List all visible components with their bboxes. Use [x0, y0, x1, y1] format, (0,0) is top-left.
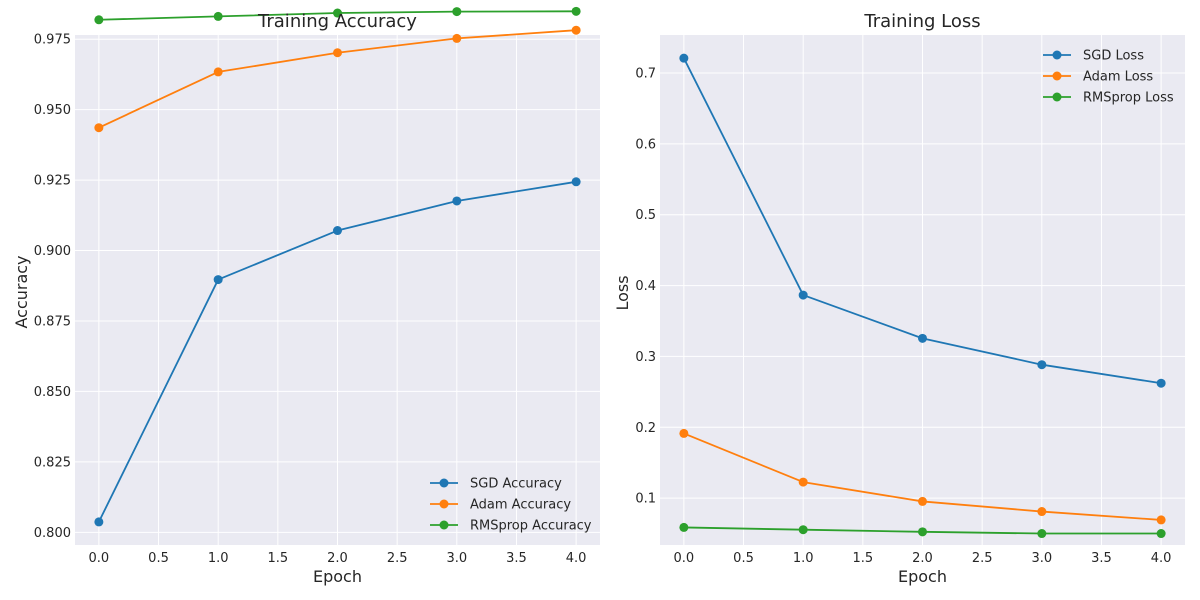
loss-legend-marker — [1052, 71, 1062, 81]
loss-legend-label: RMSprop Loss — [1083, 91, 1174, 106]
accuracy-x-tick-label: 3.0 — [446, 551, 467, 566]
accuracy-data-point-sgd-accuracy — [94, 517, 104, 527]
loss-data-point-sgd-loss — [1156, 378, 1166, 388]
loss-axes: 0.0 0.5 1.0 1.5 2.0 2.5 3.0 3.5 4.0 0.1 0.2 0.3 0.4 0… — [635, 35, 1185, 566]
accuracy-chart: 0.0 0.5 1.0 1.5 2.0 2.5 3.0 3.5 4.0 0.800 0.825 0.8… — [12, 6, 600, 586]
accuracy-x-tick-label: 1.0 — [208, 551, 229, 566]
accuracy-data-point-rmsprop-accuracy — [333, 8, 342, 18]
accuracy-data-point-adam-accuracy — [213, 67, 223, 77]
loss-legend-label: SGD Loss — [1083, 49, 1144, 64]
loss-x-axis-label: Epoch — [898, 567, 947, 586]
accuracy-data-point-rmsprop-accuracy — [571, 6, 581, 16]
loss-y-axis-label: Loss — [613, 275, 632, 310]
loss-data-point-rmsprop-loss — [918, 527, 927, 537]
accuracy-data-point-sgd-accuracy — [333, 226, 342, 236]
loss-legend-label: Adam Loss — [1083, 70, 1153, 85]
loss-chart: 0.0 0.5 1.0 1.5 2.0 2.5 3.0 3.5 4.0 0.1 0.2 0.3 0.4 0… — [613, 11, 1185, 586]
loss-legend-marker — [1052, 92, 1062, 102]
loss-y-tick-label: 0.2 — [635, 421, 656, 436]
loss-data-point-sgd-loss — [1037, 360, 1047, 370]
loss-data-point-adam-loss — [918, 496, 927, 506]
accuracy-x-tick-label: 0.5 — [148, 551, 169, 566]
loss-legend: SGD Loss Adam Loss RMSprop Loss — [1043, 49, 1174, 106]
accuracy-legend-marker — [439, 478, 449, 488]
accuracy-x-tick-label: 0.0 — [89, 551, 110, 566]
accuracy-y-tick-label: 0.875 — [34, 314, 71, 329]
loss-x-tick-label: 1.0 — [793, 551, 814, 566]
accuracy-data-point-sgd-accuracy — [452, 196, 462, 206]
accuracy-x-axis-label: Epoch — [313, 567, 362, 586]
accuracy-data-point-sgd-accuracy — [571, 177, 581, 187]
accuracy-x-tick-label: 4.0 — [566, 551, 587, 566]
accuracy-y-tick-label: 0.975 — [34, 33, 71, 48]
accuracy-chart-title: Training Accuracy — [257, 11, 417, 32]
loss-y-tick-label: 0.3 — [635, 350, 656, 365]
loss-legend-marker — [1052, 50, 1062, 60]
accuracy-data-point-adam-accuracy — [333, 48, 342, 58]
loss-data-point-sgd-loss — [798, 290, 808, 300]
loss-y-tick-label: 0.6 — [635, 137, 656, 152]
accuracy-data-point-rmsprop-accuracy — [213, 11, 223, 21]
accuracy-legend-label: RMSprop Accuracy — [470, 519, 592, 534]
loss-y-tick-label: 0.7 — [635, 67, 656, 82]
loss-x-tick-label: 0.5 — [733, 551, 754, 566]
accuracy-x-tick-label: 1.5 — [267, 551, 288, 566]
accuracy-legend-marker — [439, 520, 449, 530]
loss-data-point-adam-loss — [1037, 507, 1047, 517]
loss-data-point-rmsprop-loss — [1156, 529, 1166, 539]
accuracy-data-point-adam-accuracy — [94, 123, 104, 133]
loss-x-tick-label: 2.0 — [912, 551, 933, 566]
loss-x-tick-label: 3.0 — [1031, 551, 1052, 566]
loss-x-tick-label: 3.5 — [1091, 551, 1112, 566]
loss-data-point-adam-loss — [798, 477, 808, 487]
loss-data-point-adam-loss — [1156, 515, 1166, 525]
accuracy-y-tick-label: 0.900 — [34, 244, 71, 259]
accuracy-data-point-sgd-accuracy — [213, 275, 223, 285]
accuracy-y-tick-label: 0.950 — [34, 103, 71, 118]
accuracy-legend-label: Adam Accuracy — [470, 498, 571, 513]
loss-data-point-rmsprop-loss — [1037, 529, 1047, 539]
loss-y-tick-label: 0.4 — [635, 279, 656, 294]
accuracy-legend-label: SGD Accuracy — [470, 477, 562, 492]
accuracy-data-point-adam-accuracy — [571, 25, 581, 35]
accuracy-data-point-rmsprop-accuracy — [452, 7, 462, 17]
accuracy-data-point-rmsprop-accuracy — [94, 15, 104, 25]
accuracy-x-tick-label: 2.5 — [387, 551, 408, 566]
accuracy-y-tick-label: 0.850 — [34, 385, 71, 400]
loss-x-tick-label: 4.0 — [1151, 551, 1172, 566]
accuracy-axes: 0.0 0.5 1.0 1.5 2.0 2.5 3.0 3.5 4.0 0.800 0.825 0.8… — [34, 6, 600, 566]
accuracy-y-tick-label: 0.825 — [34, 455, 71, 470]
accuracy-y-tick-label: 0.925 — [34, 174, 71, 189]
accuracy-x-tick-label: 2.0 — [327, 551, 348, 566]
loss-y-tick-label: 0.1 — [635, 492, 656, 507]
accuracy-legend-marker — [439, 499, 449, 509]
loss-data-point-sgd-loss — [918, 333, 927, 343]
loss-y-tick-label: 0.5 — [635, 208, 656, 223]
accuracy-y-axis-label: Accuracy — [12, 255, 31, 328]
loss-data-point-adam-loss — [679, 428, 689, 438]
loss-x-tick-label: 1.5 — [852, 551, 873, 566]
loss-x-tick-label: 0.0 — [674, 551, 695, 566]
loss-chart-title: Training Loss — [863, 11, 980, 32]
accuracy-legend: SGD Accuracy Adam Accuracy RMSprop Accurac… — [430, 477, 592, 534]
loss-x-tick-label: 2.5 — [972, 551, 993, 566]
loss-data-point-rmsprop-loss — [679, 522, 689, 532]
accuracy-y-tick-label: 0.800 — [34, 526, 71, 541]
accuracy-data-point-adam-accuracy — [452, 33, 462, 43]
loss-data-point-sgd-loss — [679, 53, 689, 63]
accuracy-x-tick-label: 3.5 — [506, 551, 527, 566]
loss-data-point-rmsprop-loss — [798, 525, 808, 535]
